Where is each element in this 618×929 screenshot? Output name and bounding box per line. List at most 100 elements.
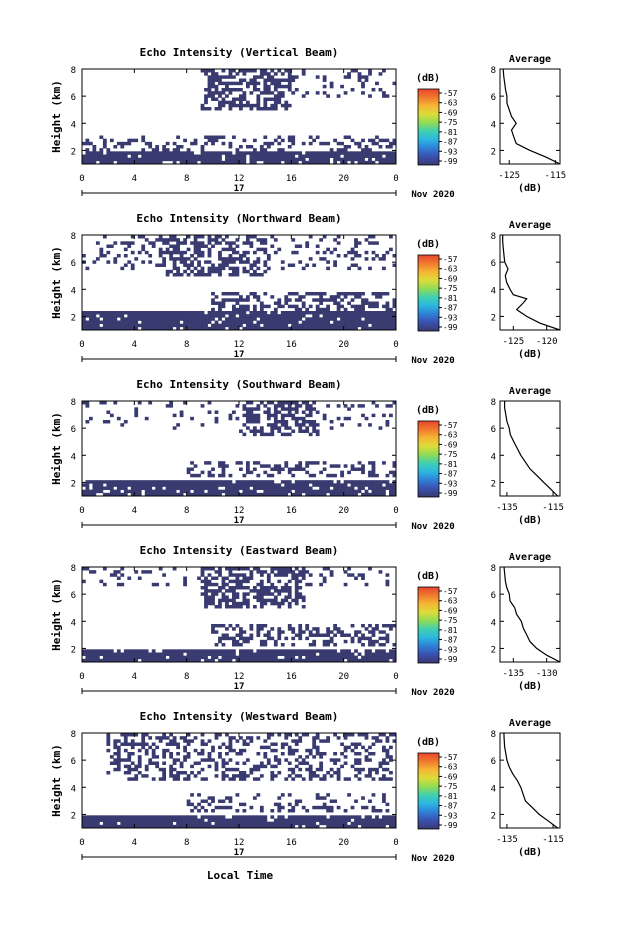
echo-cell — [319, 652, 324, 656]
echo-cell — [158, 154, 163, 158]
echo-cell — [225, 655, 229, 660]
echo-cell — [197, 273, 201, 277]
echo-cell — [326, 323, 331, 328]
echo-cell — [385, 304, 390, 309]
echo-cell — [263, 292, 268, 296]
echo-cell — [155, 323, 160, 328]
echo-cell — [221, 655, 226, 660]
echo-cell — [270, 483, 275, 487]
echo-cell — [113, 241, 118, 245]
colorbar-tick-label: -99 — [443, 157, 458, 166]
echo-cell — [378, 486, 383, 490]
echo-cell — [204, 160, 208, 165]
echo-cell — [158, 235, 163, 239]
echo-cell — [270, 151, 275, 155]
echo-cell — [116, 649, 121, 653]
echo-cell — [193, 486, 198, 490]
echo-cell — [259, 301, 264, 305]
echo-cell — [361, 138, 365, 143]
echo-cell — [106, 658, 111, 663]
echo-cell — [375, 736, 379, 740]
echo-cell — [235, 148, 240, 152]
echo-cell — [92, 824, 97, 829]
echo-cell — [155, 736, 160, 740]
echo-cell — [277, 492, 282, 497]
echo-cell — [270, 821, 275, 826]
echo-cell — [162, 736, 167, 740]
echo-cell — [364, 326, 369, 331]
echo-cell — [319, 818, 324, 822]
echo-cell — [263, 148, 268, 152]
echo-cell — [252, 154, 257, 158]
echo-cell — [162, 157, 167, 162]
echo-cell — [239, 824, 243, 829]
echo-cell — [82, 821, 86, 826]
echo-cell — [190, 809, 194, 813]
echo-cell — [172, 317, 177, 321]
echo-cell — [392, 311, 397, 315]
echo-cell — [294, 742, 299, 746]
echo-cell — [211, 75, 215, 79]
echo-cell — [256, 483, 261, 487]
echo-cell — [259, 426, 264, 430]
echo-cell — [155, 145, 160, 149]
echo-cell — [221, 576, 226, 580]
echo-cell — [225, 323, 229, 328]
echo-cell — [284, 586, 289, 590]
echo-cell — [343, 314, 348, 318]
echo-cell — [371, 736, 376, 740]
echo-cell — [106, 821, 111, 826]
echo-cell — [361, 480, 365, 484]
echo-cell — [228, 824, 233, 829]
echo-cell — [322, 413, 327, 418]
echo-cell — [343, 761, 348, 765]
echo-cell — [298, 624, 303, 628]
echo-cell — [207, 326, 212, 331]
echo-cell — [347, 154, 351, 158]
echo-cell — [375, 154, 379, 158]
echo-cell — [158, 238, 163, 242]
echo-cell — [235, 72, 240, 76]
echo-cell — [301, 154, 306, 158]
echo-cell — [329, 326, 334, 331]
echo-cell — [263, 755, 268, 759]
echo-cell — [259, 75, 264, 79]
echo-cell — [298, 573, 303, 577]
echo-cell — [333, 320, 337, 324]
echo-cell — [88, 815, 93, 819]
echo-cell — [85, 138, 90, 143]
echo-cell — [347, 145, 351, 149]
echo-cell — [263, 317, 268, 321]
echo-cell — [106, 317, 111, 321]
echo-cell — [368, 157, 372, 162]
echo-cell — [277, 605, 282, 609]
echo-cell — [354, 263, 358, 267]
echo-cell — [148, 401, 153, 405]
echo-cell — [263, 410, 268, 414]
echo-cell — [277, 818, 282, 822]
echo-cell — [232, 639, 236, 644]
echo-cell — [368, 483, 372, 487]
echo-cell — [211, 818, 215, 822]
echo-cell — [207, 758, 212, 762]
echo-cell — [92, 320, 97, 324]
echo-cell — [277, 78, 282, 82]
echo-cell — [305, 407, 310, 411]
echo-cell — [120, 151, 125, 155]
echo-cell — [266, 416, 271, 421]
echo-cell — [357, 742, 362, 746]
echo-cell — [368, 771, 372, 775]
echo-cell — [155, 326, 160, 331]
echo-cell — [232, 250, 236, 255]
echo-cell — [347, 314, 351, 318]
echo-cell — [141, 818, 146, 822]
echo-cell — [340, 304, 344, 309]
echo-cell — [287, 815, 292, 819]
echo-cell — [186, 154, 191, 158]
echo-cell — [287, 761, 292, 765]
echo-cell — [329, 426, 334, 430]
echo-cell — [385, 748, 390, 753]
echo-cell — [109, 815, 114, 819]
echo-cell — [155, 755, 160, 759]
echo-cell — [214, 483, 219, 487]
